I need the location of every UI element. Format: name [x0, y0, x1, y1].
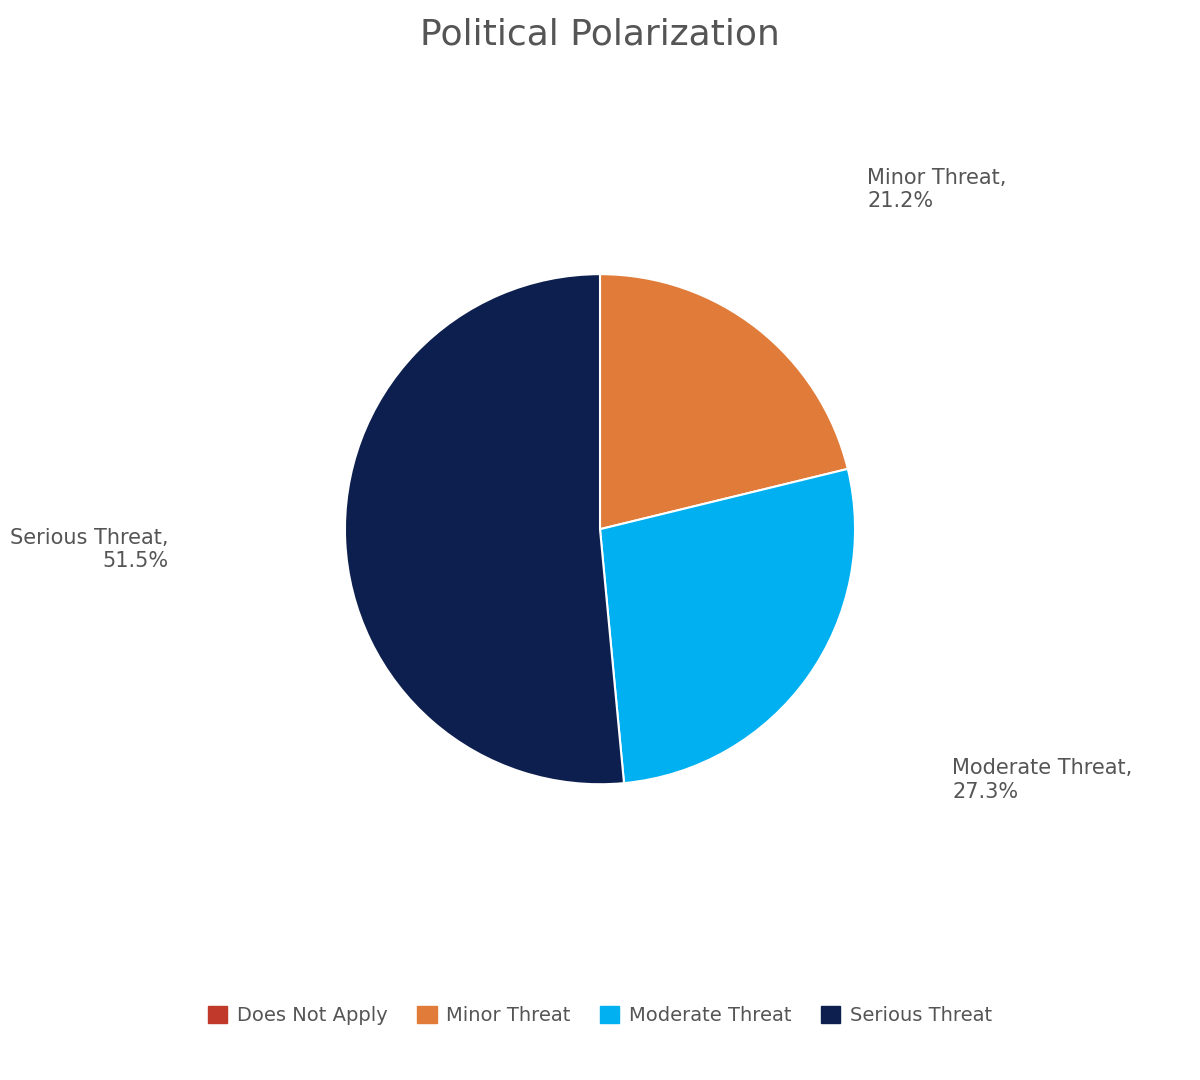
Title: Political Polarization: Political Polarization: [420, 17, 780, 52]
Wedge shape: [344, 274, 624, 784]
Text: Moderate Threat,
27.3%: Moderate Threat, 27.3%: [952, 758, 1133, 801]
Text: Serious Threat,
51.5%: Serious Threat, 51.5%: [10, 528, 168, 571]
Legend: Does Not Apply, Minor Threat, Moderate Threat, Serious Threat: Does Not Apply, Minor Threat, Moderate T…: [200, 998, 1000, 1034]
Wedge shape: [600, 469, 856, 783]
Text: Minor Threat,
21.2%: Minor Threat, 21.2%: [868, 167, 1007, 211]
Wedge shape: [600, 274, 848, 529]
